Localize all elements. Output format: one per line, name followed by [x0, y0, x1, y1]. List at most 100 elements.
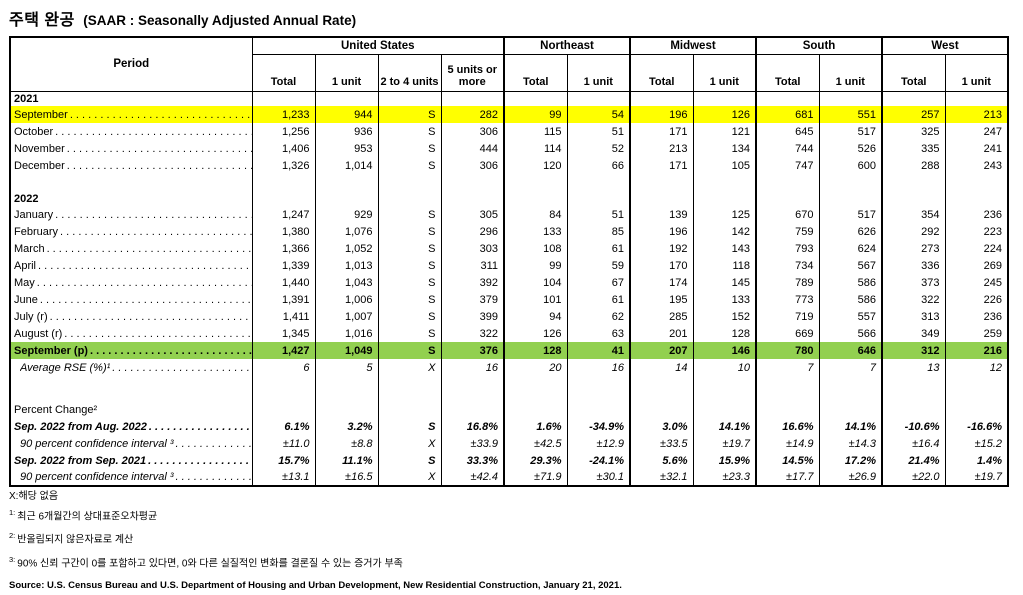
- cell-us-total: 1,380: [251, 223, 315, 240]
- cell-midwest-total: 196: [629, 223, 693, 240]
- cell-us-5units-or-more: 376: [440, 342, 504, 359]
- cell-us-2to4-units: X: [377, 435, 441, 452]
- cell-us-1unit: 929: [314, 206, 378, 223]
- cell-west-1unit: [944, 91, 1009, 106]
- cell-us-5units-or-more: [440, 174, 504, 191]
- cell-us-total: 1,366: [251, 240, 315, 257]
- table-row-august-r: August (r)1,3451,016S3221266320112866956…: [9, 325, 1009, 342]
- cell-west-total: -10.6%: [881, 418, 946, 435]
- cell-west-1unit: [944, 402, 1009, 418]
- column-header-south-total: Total: [755, 54, 819, 92]
- cell-west-total: 292: [881, 223, 946, 240]
- cell-south-total: [755, 91, 819, 106]
- cell-south-1unit: 626: [818, 223, 883, 240]
- table-row-sep-2022-from-sep-2021: Sep. 2022 from Sep. 202115.7%11.1%S33.3%…: [9, 452, 1009, 469]
- cell-us-1unit: [314, 376, 378, 402]
- cell-us-2to4-units: S: [377, 106, 441, 123]
- cell-west-total: [881, 91, 946, 106]
- cell-west-total: 325: [881, 123, 946, 140]
- cell-midwest-1unit: 118: [692, 257, 756, 274]
- cell-south-total: 780: [755, 342, 819, 359]
- cell-northeast-1unit: 51: [566, 123, 630, 140]
- cell-midwest-1unit: [692, 402, 756, 418]
- cell-northeast-1unit: [566, 91, 630, 106]
- cell-us-5units-or-more: [440, 91, 504, 106]
- cell-west-1unit: 259: [944, 325, 1009, 342]
- cell-west-total: 373: [881, 274, 946, 291]
- column-header-midwest-1-unit: 1 unit: [692, 54, 756, 92]
- cell-south-total: 747: [755, 157, 819, 174]
- cell-us-2to4-units: S: [377, 257, 441, 274]
- cell-us-5units-or-more: 305: [440, 206, 504, 223]
- cell-south-1unit: 567: [818, 257, 883, 274]
- cell-south-1unit: [818, 174, 883, 191]
- cell-northeast-1unit: ±12.9: [566, 435, 630, 452]
- row-label-sep-2022-from-aug-2022: Sep. 2022 from Aug. 2022: [9, 418, 252, 435]
- cell-us-1unit: 1,013: [314, 257, 378, 274]
- cell-us-1unit: 936: [314, 123, 378, 140]
- cell-us-2to4-units: S: [377, 157, 441, 174]
- cell-us-5units-or-more: ±33.9: [440, 435, 504, 452]
- row-label-2021: 2021: [9, 91, 252, 106]
- row-label-2022: 2022: [9, 191, 252, 206]
- cell-us-2to4-units: S: [377, 291, 441, 308]
- cell-west-total: 288: [881, 157, 946, 174]
- cell-northeast-total: [503, 191, 567, 206]
- table-row-spacer: [9, 376, 1009, 402]
- row-label-january: January: [9, 206, 252, 223]
- cell-northeast-total: [503, 402, 567, 418]
- dot-leader: [40, 294, 252, 306]
- table-row-july-r: July (r)1,4111,007S399946228515271955731…: [9, 308, 1009, 325]
- cell-northeast-total: 120: [503, 157, 567, 174]
- cell-midwest-1unit: 134: [692, 140, 756, 157]
- cell-us-1unit: 953: [314, 140, 378, 157]
- dot-leader: [67, 160, 252, 172]
- cell-midwest-total: [629, 376, 693, 402]
- cell-us-total: 1,326: [251, 157, 315, 174]
- table-row-2022: 2022: [9, 191, 1009, 206]
- cell-us-2to4-units: X: [377, 469, 441, 486]
- footnote-3: 2: 반올림되지 않은자료로 계산: [9, 531, 134, 546]
- cell-south-total: [755, 191, 819, 206]
- cell-us-total: 1,339: [251, 257, 315, 274]
- cell-south-total: 789: [755, 274, 819, 291]
- cell-west-1unit: 226: [944, 291, 1009, 308]
- cell-northeast-1unit: 41: [566, 342, 630, 359]
- row-label-sep-2022-from-sep-2021: Sep. 2022 from Sep. 2021: [9, 452, 252, 469]
- cell-south-total: 14.5%: [755, 452, 819, 469]
- cell-midwest-total: [629, 402, 693, 418]
- cell-northeast-1unit: 85: [566, 223, 630, 240]
- cell-northeast-1unit: [566, 174, 630, 191]
- cell-west-1unit: ±19.7: [944, 469, 1009, 486]
- dot-leader: [148, 455, 251, 467]
- cell-northeast-total: 29.3%: [503, 452, 567, 469]
- cell-south-1unit: 17.2%: [818, 452, 883, 469]
- row-label-percent-change: Percent Change²: [9, 402, 252, 418]
- cell-west-1unit: -16.6%: [944, 418, 1009, 435]
- cell-us-1unit: 944: [314, 106, 378, 123]
- cell-midwest-total: ±32.1: [629, 469, 693, 486]
- cell-south-1unit: 551: [818, 106, 883, 123]
- cell-south-total: 759: [755, 223, 819, 240]
- cell-midwest-1unit: ±23.3: [692, 469, 756, 486]
- cell-northeast-1unit: 66: [566, 157, 630, 174]
- row-label-march: March: [9, 240, 252, 257]
- cell-midwest-1unit: 125: [692, 206, 756, 223]
- dot-leader: [60, 226, 251, 238]
- dot-leader: [90, 345, 252, 357]
- cell-northeast-total: [503, 174, 567, 191]
- group-header-west: West: [881, 37, 1009, 55]
- cell-northeast-1unit: [566, 191, 630, 206]
- cell-west-total: ±16.4: [881, 435, 946, 452]
- cell-south-1unit: [818, 376, 883, 402]
- cell-south-total: [755, 174, 819, 191]
- table-row-march: March1,3661,052S303108611921437936242732…: [9, 240, 1009, 257]
- cell-midwest-1unit: [692, 191, 756, 206]
- footnotes: X:해당 없음 1: 최근 6개월간의 상대표준오차평균 2: 반올림되지 않은자료로 …: [9, 491, 1014, 570]
- cell-us-2to4-units: S: [377, 223, 441, 240]
- cell-midwest-total: 201: [629, 325, 693, 342]
- cell-northeast-1unit: 62: [566, 308, 630, 325]
- dot-leader: [70, 109, 252, 121]
- cell-us-5units-or-more: 296: [440, 223, 504, 240]
- cell-west-1unit: 1.4%: [944, 452, 1009, 469]
